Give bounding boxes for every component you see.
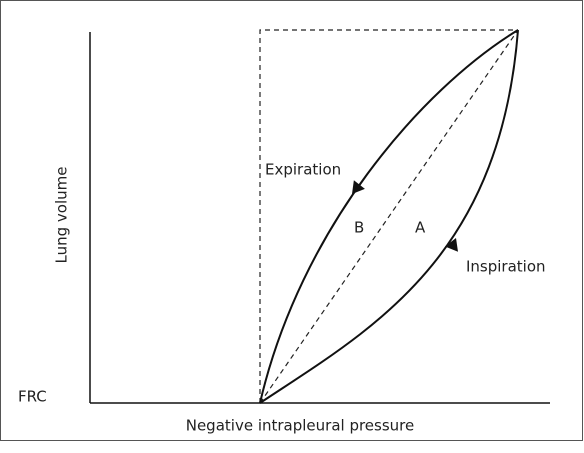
x-axis-label: Negative intrapleural pressure [186,417,415,435]
expiration-curve [259,29,519,404]
inspiration-curve [259,29,519,404]
expiration-arrow [352,180,365,194]
dashed-diagonal [259,29,519,404]
region-b-label: B [354,219,364,237]
dashed-bound [259,29,518,403]
region-a-label: A [415,219,426,237]
expiration-label: Expiration [265,161,341,179]
frame [0,0,583,441]
inspiration-arrow [445,238,458,252]
origin-label: FRC [18,388,47,406]
inspiration-label: Inspiration [466,258,546,276]
y-axis-label: Lung volume [53,167,71,264]
